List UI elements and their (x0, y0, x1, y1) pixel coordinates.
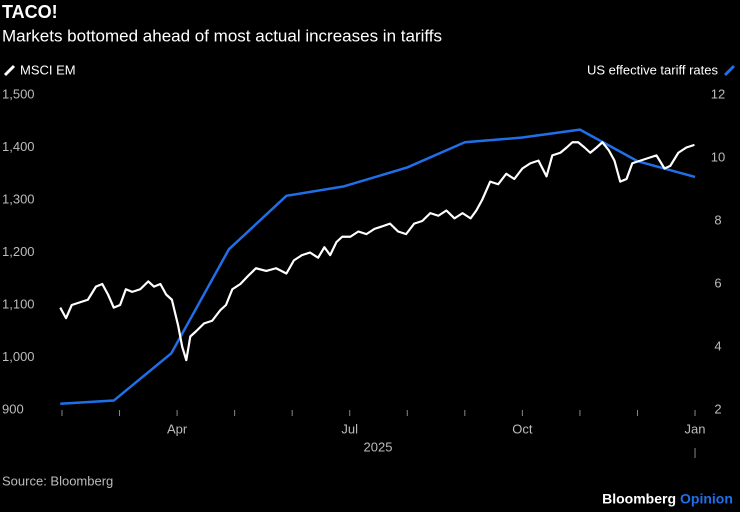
legend-icon (723, 64, 736, 77)
series-line (60, 128, 696, 405)
chart-title: TACO! (2, 2, 58, 22)
legend-label: US effective tariff rates (587, 62, 719, 77)
y-tick-label: 1,000 (2, 349, 35, 364)
x-tick-label: Apr (167, 421, 188, 436)
y-tick-label: 1,200 (2, 244, 35, 259)
y2-tick-label: 12 (711, 86, 725, 101)
y2-tick-label: 10 (711, 149, 725, 164)
brand: Opinion (680, 491, 733, 507)
y2-tick-label: 4 (714, 338, 721, 353)
legend-label: MSCI EM (20, 62, 76, 77)
y-tick-label: 1,300 (2, 191, 35, 206)
y-tick-label: 1,100 (2, 296, 35, 311)
y2-tick-label: 8 (714, 212, 721, 227)
legend-icon (3, 64, 16, 77)
x-axis-label: 2025 (364, 439, 393, 454)
brand: Bloomberg (602, 491, 676, 507)
x-tick-label: Jul (341, 421, 358, 436)
chart-subtitle: Markets bottomed ahead of most actual in… (2, 26, 442, 45)
source: Source: Bloomberg (2, 473, 113, 488)
series-line (59, 141, 695, 362)
x-tick-label: Oct (512, 421, 533, 436)
y-tick-label: 1,500 (2, 86, 35, 101)
y2-tick-label: 6 (714, 275, 721, 290)
y2-tick-label: 2 (714, 401, 721, 416)
y-tick-label: 900 (2, 401, 24, 416)
y-tick-label: 1,400 (2, 139, 35, 154)
x-tick-label: Jan (685, 421, 706, 436)
